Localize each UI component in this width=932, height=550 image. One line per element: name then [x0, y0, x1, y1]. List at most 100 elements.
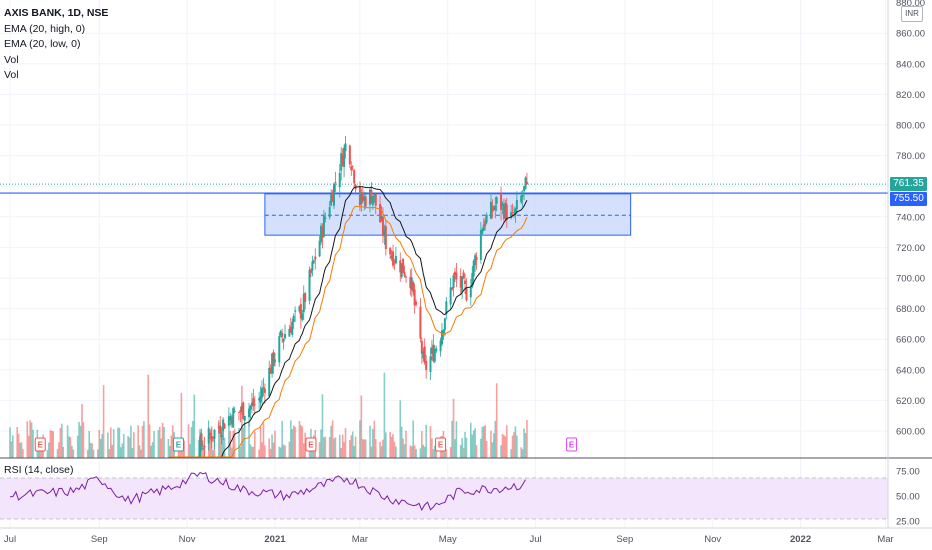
- candle: [524, 177, 527, 190]
- volume-bar: [56, 449, 59, 458]
- earnings-marker-label: E: [308, 441, 314, 450]
- volume-bar: [108, 449, 111, 458]
- candle: [515, 200, 518, 210]
- candle: [471, 273, 474, 288]
- volume-bar: [29, 420, 31, 458]
- currency-badge[interactable]: INR: [901, 6, 923, 22]
- volume-bar: [500, 445, 502, 458]
- price-tick-label: 640.00: [896, 365, 925, 376]
- candle: [217, 426, 220, 429]
- candle: [451, 287, 454, 290]
- volume-bar: [334, 437, 337, 458]
- candle: [399, 260, 402, 273]
- volume-bar: [269, 448, 272, 458]
- rsi-legend[interactable]: RSI (14, close): [4, 464, 74, 476]
- candle: [422, 350, 425, 359]
- volume-bar: [157, 430, 160, 458]
- ema-low-legend[interactable]: EMA (20, low, 0): [4, 38, 81, 50]
- candle: [430, 347, 433, 354]
- candle: [462, 272, 465, 279]
- candle: [248, 408, 251, 418]
- ema-high-legend[interactable]: EMA (20, high, 0): [4, 22, 86, 35]
- candle: [289, 326, 292, 333]
- candle: [249, 406, 252, 410]
- candle: [304, 293, 307, 302]
- volume-legend[interactable]: Vol: [4, 53, 19, 66]
- candle: [465, 286, 468, 301]
- rsi-band: [0, 478, 888, 519]
- time-tick-label: Nov: [704, 534, 721, 545]
- volume-bar: [17, 433, 20, 458]
- volume-bar: [333, 438, 335, 458]
- price-tick-label: 660.00: [896, 335, 925, 346]
- volume-bar: [50, 430, 53, 458]
- volume-bar: [20, 442, 23, 458]
- volume-bar: [223, 437, 226, 458]
- rsi-line: [9, 471, 526, 512]
- volume-bar: [510, 449, 512, 458]
- volume-legend-2[interactable]: Vol: [4, 69, 19, 81]
- candle: [432, 344, 435, 362]
- volume-bar: [118, 427, 121, 458]
- volume-bar: [110, 427, 112, 458]
- price-tick-label: 780.00: [896, 151, 925, 162]
- candle: [358, 186, 361, 206]
- volume-bar: [262, 422, 265, 458]
- volume-bar: [369, 425, 371, 458]
- candle: [299, 304, 302, 319]
- volume-bar: [220, 431, 223, 458]
- rsi-tick-label: 50.00: [896, 492, 920, 503]
- volume-bar: [422, 444, 425, 458]
- volume-bar: [130, 425, 132, 458]
- consolidation-zone[interactable]: [264, 193, 632, 236]
- volume-bar: [117, 427, 119, 458]
- candle: [220, 434, 223, 438]
- earnings-marker[interactable]: [34, 437, 46, 452]
- volume-bar: [48, 442, 50, 458]
- volume-bar: [300, 424, 302, 458]
- symbol-title[interactable]: AXIS BANK, 1D, NSE: [4, 7, 109, 19]
- candle: [455, 272, 458, 280]
- volume-bar: [432, 449, 435, 458]
- earnings-marker[interactable]: [566, 437, 578, 452]
- earnings-marker[interactable]: [435, 437, 447, 452]
- time-tick-label: Nov: [179, 534, 196, 545]
- candle: [201, 448, 204, 450]
- time-tick-label: Mar: [877, 534, 893, 545]
- candle: [223, 423, 226, 429]
- volume-bar: [254, 431, 256, 458]
- candle: [449, 287, 452, 305]
- candle: [334, 182, 337, 183]
- earnings-marker[interactable]: [172, 437, 184, 452]
- candle: [394, 256, 397, 264]
- candle: [343, 147, 346, 168]
- candle: [312, 260, 315, 263]
- volume-bar: [26, 421, 29, 458]
- time-axis: Jul Sep Nov 2021 Mar May Jul Sep Nov 2022 Mar: [4, 534, 894, 545]
- price-tick-label: 620.00: [896, 396, 925, 407]
- volume-bar: [281, 420, 283, 458]
- volume-bar: [279, 447, 282, 458]
- volume-bar: [302, 443, 305, 458]
- time-tick-label: Mar: [352, 534, 368, 545]
- candle: [212, 436, 215, 439]
- volume-bar: [495, 383, 498, 458]
- volume-bar: [405, 430, 407, 458]
- candle: [475, 256, 478, 261]
- volume-bar: [521, 449, 524, 458]
- volume-bar: [292, 425, 295, 458]
- candle: [330, 194, 333, 206]
- candle: [514, 208, 517, 215]
- earnings-marker[interactable]: [305, 437, 317, 452]
- volume-bar: [360, 395, 363, 458]
- volume-bar: [230, 447, 233, 458]
- volume-bar: [98, 429, 101, 458]
- volume-bar: [363, 439, 366, 458]
- candle: [523, 186, 526, 192]
- volume-bar: [143, 421, 145, 458]
- volume-bar: [324, 436, 327, 458]
- volume-bar: [99, 438, 102, 458]
- volume-bar: [370, 446, 373, 458]
- candle: [278, 336, 281, 363]
